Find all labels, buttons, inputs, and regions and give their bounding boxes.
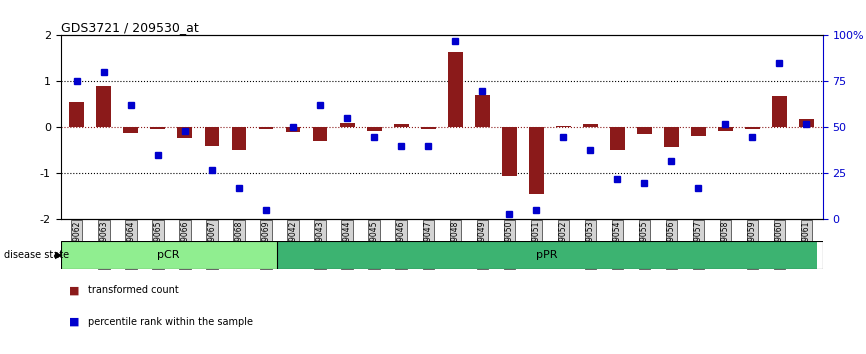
- Bar: [664, 127, 679, 147]
- Bar: [448, 51, 462, 127]
- Bar: [96, 86, 112, 127]
- Bar: [124, 127, 139, 133]
- Bar: [259, 127, 274, 129]
- Bar: [637, 127, 652, 134]
- Text: pCR: pCR: [158, 250, 180, 260]
- Bar: [277, 241, 818, 269]
- Bar: [610, 127, 624, 150]
- Bar: [421, 127, 436, 129]
- Bar: [178, 127, 192, 138]
- Bar: [339, 123, 354, 127]
- Bar: [61, 241, 277, 269]
- Bar: [556, 126, 571, 127]
- Bar: [204, 127, 219, 146]
- Text: pPR: pPR: [536, 250, 558, 260]
- Bar: [718, 127, 733, 131]
- Bar: [745, 127, 759, 129]
- Bar: [151, 127, 165, 129]
- Bar: [394, 124, 409, 127]
- Bar: [475, 95, 489, 127]
- Bar: [69, 102, 84, 127]
- Bar: [313, 127, 327, 141]
- Bar: [231, 127, 247, 150]
- Text: disease state: disease state: [4, 250, 69, 260]
- Bar: [691, 127, 706, 136]
- Text: GDS3721 / 209530_at: GDS3721 / 209530_at: [61, 21, 198, 34]
- Text: ▶: ▶: [55, 250, 62, 260]
- Bar: [366, 127, 382, 131]
- Bar: [772, 96, 787, 127]
- Text: ■: ■: [69, 317, 80, 327]
- Bar: [501, 127, 517, 176]
- Text: percentile rank within the sample: percentile rank within the sample: [88, 317, 254, 327]
- Bar: [286, 127, 301, 132]
- Bar: [529, 127, 544, 194]
- Bar: [583, 124, 598, 127]
- Bar: [799, 119, 814, 127]
- Text: ■: ■: [69, 285, 80, 295]
- Text: transformed count: transformed count: [88, 285, 179, 295]
